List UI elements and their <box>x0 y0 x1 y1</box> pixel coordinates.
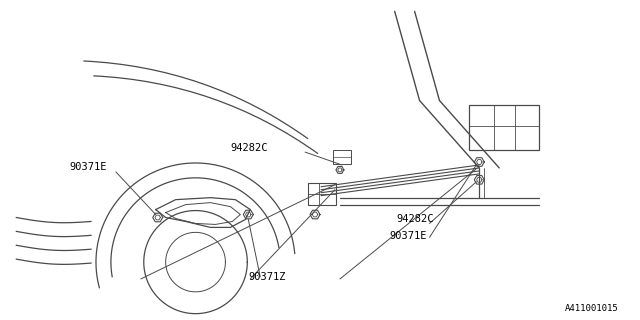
Text: 94282C: 94282C <box>230 143 268 153</box>
Text: 90371E: 90371E <box>69 162 107 172</box>
Bar <box>469 106 539 150</box>
Bar <box>333 150 351 164</box>
Text: 90371Z: 90371Z <box>248 272 286 282</box>
Bar <box>308 183 336 204</box>
Text: 90371E: 90371E <box>390 231 427 241</box>
Text: 94282C: 94282C <box>397 214 434 224</box>
Text: A411001015: A411001015 <box>565 304 619 313</box>
